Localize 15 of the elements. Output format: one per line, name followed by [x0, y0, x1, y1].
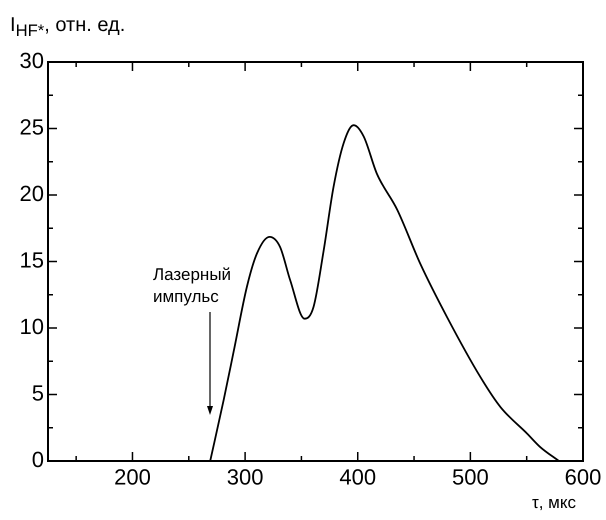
- y-tick-label: 30: [20, 48, 44, 74]
- y-axis-title: I$_{HF*}$, отн. ед.: [10, 14, 126, 40]
- y-tick-label: 5: [32, 380, 44, 406]
- x-axis-title: τ, мкс: [532, 493, 576, 513]
- y-tick-label: 0: [32, 447, 44, 472]
- y-tick-label: 10: [20, 314, 44, 340]
- y-tick-label: 15: [20, 248, 44, 273]
- x-tick-label: 200: [114, 464, 151, 490]
- y-tick-label: 25: [20, 114, 44, 140]
- y-tick-label: 20: [20, 181, 44, 206]
- x-tick-label: 600: [564, 464, 602, 490]
- x-tick-label: 500: [452, 464, 489, 490]
- x-tick-label: 300: [226, 464, 264, 490]
- annotation: Лазерный импульс: [153, 265, 232, 306]
- x-tick-label: 400: [339, 464, 376, 490]
